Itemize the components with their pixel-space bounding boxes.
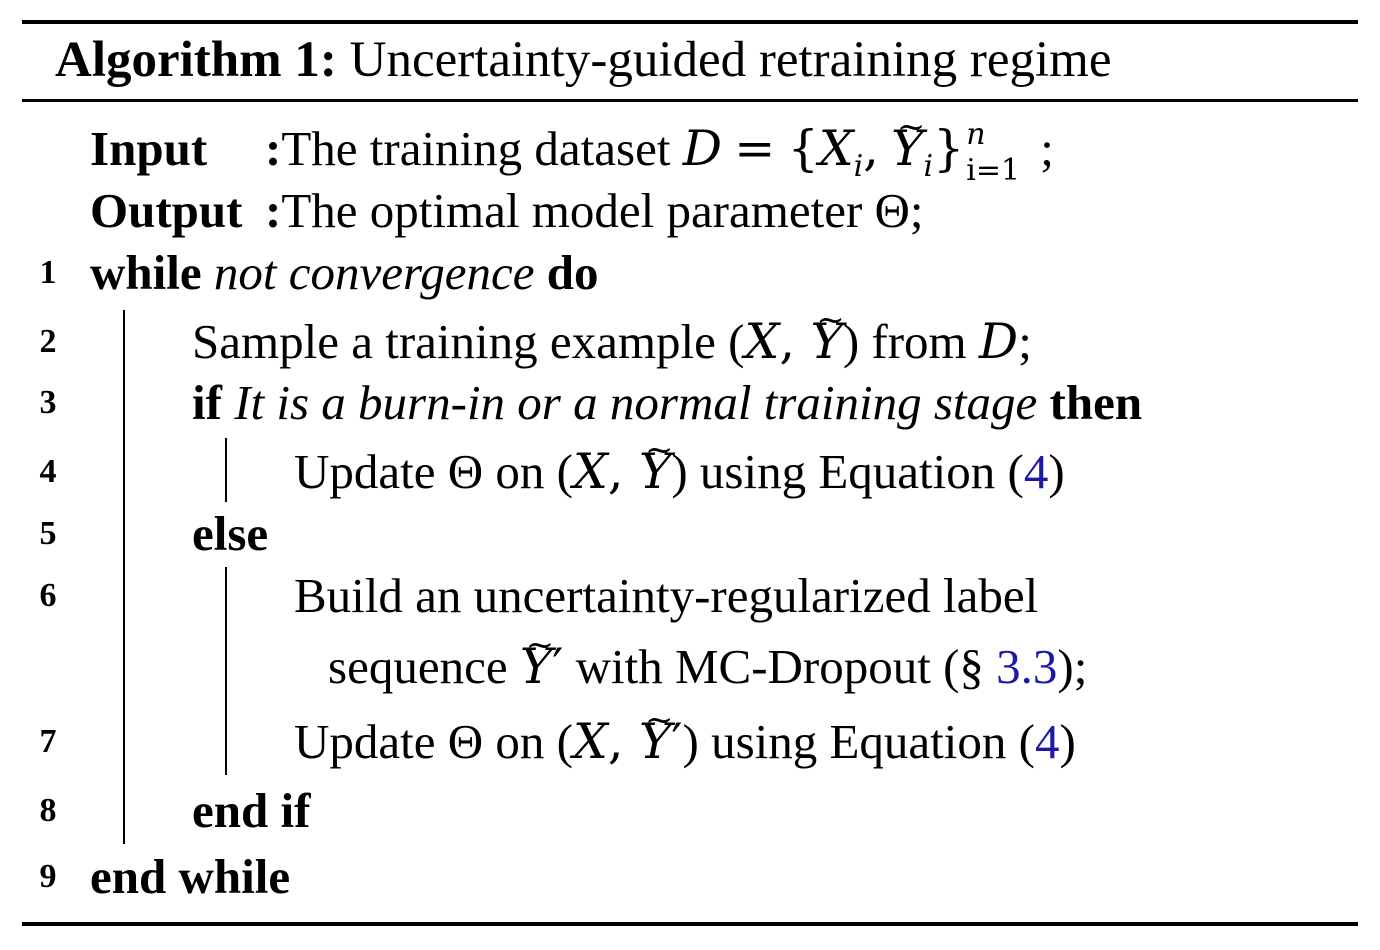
input-colon: : [265, 121, 282, 176]
input-comma: , [863, 120, 879, 177]
input-line: Input:The training dataset D = {Xi, Yi}n… [90, 98, 1054, 186]
algo-line-else: else [192, 505, 268, 563]
input-set-open: { [787, 120, 819, 177]
algorithm-caption: Algorithm 1: Uncertainty-guided retraini… [55, 30, 1112, 90]
algo-line-end-if: end if [192, 782, 310, 840]
algo-line-if: if It is a burn-in or a normal training … [192, 374, 1142, 432]
x-symbol: X [744, 313, 780, 370]
then-keyword: then [1049, 375, 1143, 430]
input-keyword: Input [90, 121, 208, 176]
x-symbol: X [572, 713, 608, 770]
section-reference-link[interactable]: 3.3 [996, 639, 1058, 694]
sequence-text: sequence [328, 639, 508, 694]
input-semicolon: ; [1040, 121, 1054, 176]
else-keyword: else [192, 506, 269, 561]
from-text: ) from [842, 314, 967, 369]
algorithm-title: Uncertainty-guided retraining regime [349, 32, 1112, 88]
x-symbol: X [572, 443, 608, 500]
input-y-tilde-symbol: Y [891, 98, 926, 178]
line-number: 9 [39, 858, 57, 895]
line-number: 4 [39, 453, 57, 490]
equation-reference-link[interactable]: 4 [1034, 714, 1060, 769]
if-keyword: if [192, 375, 222, 430]
sample-text: Sample a training example ( [192, 314, 745, 369]
do-keyword: do [546, 245, 599, 300]
line-number: 6 [39, 577, 57, 614]
semicolon: ; [1018, 314, 1032, 369]
using-text: ) using Equation ( [682, 714, 1035, 769]
y-tilde-symbol: Y [520, 616, 555, 696]
dataset-symbol: D [978, 313, 1019, 370]
algo-line-sample: Sample a training example (X, Y) from D; [192, 291, 1032, 371]
close-paren: ) [1048, 444, 1065, 499]
y-tilde-symbol: Y [639, 691, 674, 771]
close-paren-semicolon: ); [1057, 639, 1088, 694]
input-x-index: i [853, 148, 864, 184]
bottom-rule [22, 922, 1358, 926]
input-set-close: } [933, 120, 965, 177]
algo-line-build: Build an uncertainty-regularized label [294, 567, 1038, 625]
line-number: 2 [39, 323, 57, 360]
input-dataset-symbol: D [682, 120, 723, 177]
comma: , [607, 713, 639, 770]
algo-line-while: while not convergence do [90, 244, 599, 302]
equation-reference-link[interactable]: 4 [1023, 444, 1049, 499]
prime-mark: ′ [552, 638, 564, 695]
using-text: ) using Equation ( [671, 444, 1024, 499]
output-line: Output:The optimal model parameter Θ; [90, 182, 924, 240]
input-y-index: i [923, 148, 934, 184]
if-condition: It is a burn-in or a normal training sta… [234, 375, 1038, 430]
output-colon: : [265, 183, 282, 238]
algorithm-label: Algorithm 1: [55, 32, 337, 88]
input-text: The training dataset [281, 121, 671, 176]
line-number: 7 [39, 723, 57, 760]
while-keyword: while [90, 245, 202, 300]
algo-line-update-regularized: Update Θ on (X, Y′) using Equation (4) [294, 691, 1076, 771]
line-number: 8 [39, 792, 57, 829]
top-rule [22, 20, 1358, 24]
output-keyword: Output [90, 183, 243, 238]
comma: , [779, 313, 811, 370]
y-tilde-symbol: Y [639, 421, 674, 501]
line-number: 3 [39, 384, 57, 421]
update-text: Update Θ on ( [294, 444, 573, 499]
comma: , [607, 443, 639, 500]
end-if-keyword: end if [192, 783, 311, 838]
line-number: 1 [39, 254, 57, 291]
algo-line-build-continuation: sequence Y′ with MC-Dropout (§ 3.3); [328, 616, 1088, 696]
while-block-bar [123, 310, 125, 844]
else-block-bar [225, 567, 227, 775]
build-text: Build an uncertainty-regularized label [294, 568, 1039, 623]
update-text: Update Θ on ( [294, 714, 573, 769]
close-paren: ) [1059, 714, 1076, 769]
algo-line-end-while: end while [90, 848, 290, 906]
input-x-symbol: X [818, 120, 854, 177]
input-equals: = [734, 120, 776, 177]
line-number: 5 [39, 515, 57, 552]
then-block-bar [225, 438, 227, 502]
caption-rule [22, 99, 1358, 102]
while-condition: not convergence [213, 245, 535, 300]
y-tilde-symbol: Y [810, 291, 845, 371]
end-while-keyword: end while [90, 849, 291, 904]
mc-dropout-text: with MC-Dropout (§ [575, 639, 984, 694]
prime-mark: ′ [671, 713, 683, 770]
output-text: The optimal model parameter Θ; [281, 183, 924, 238]
algo-line-update-normal: Update Θ on (X, Y) using Equation (4) [294, 421, 1065, 501]
